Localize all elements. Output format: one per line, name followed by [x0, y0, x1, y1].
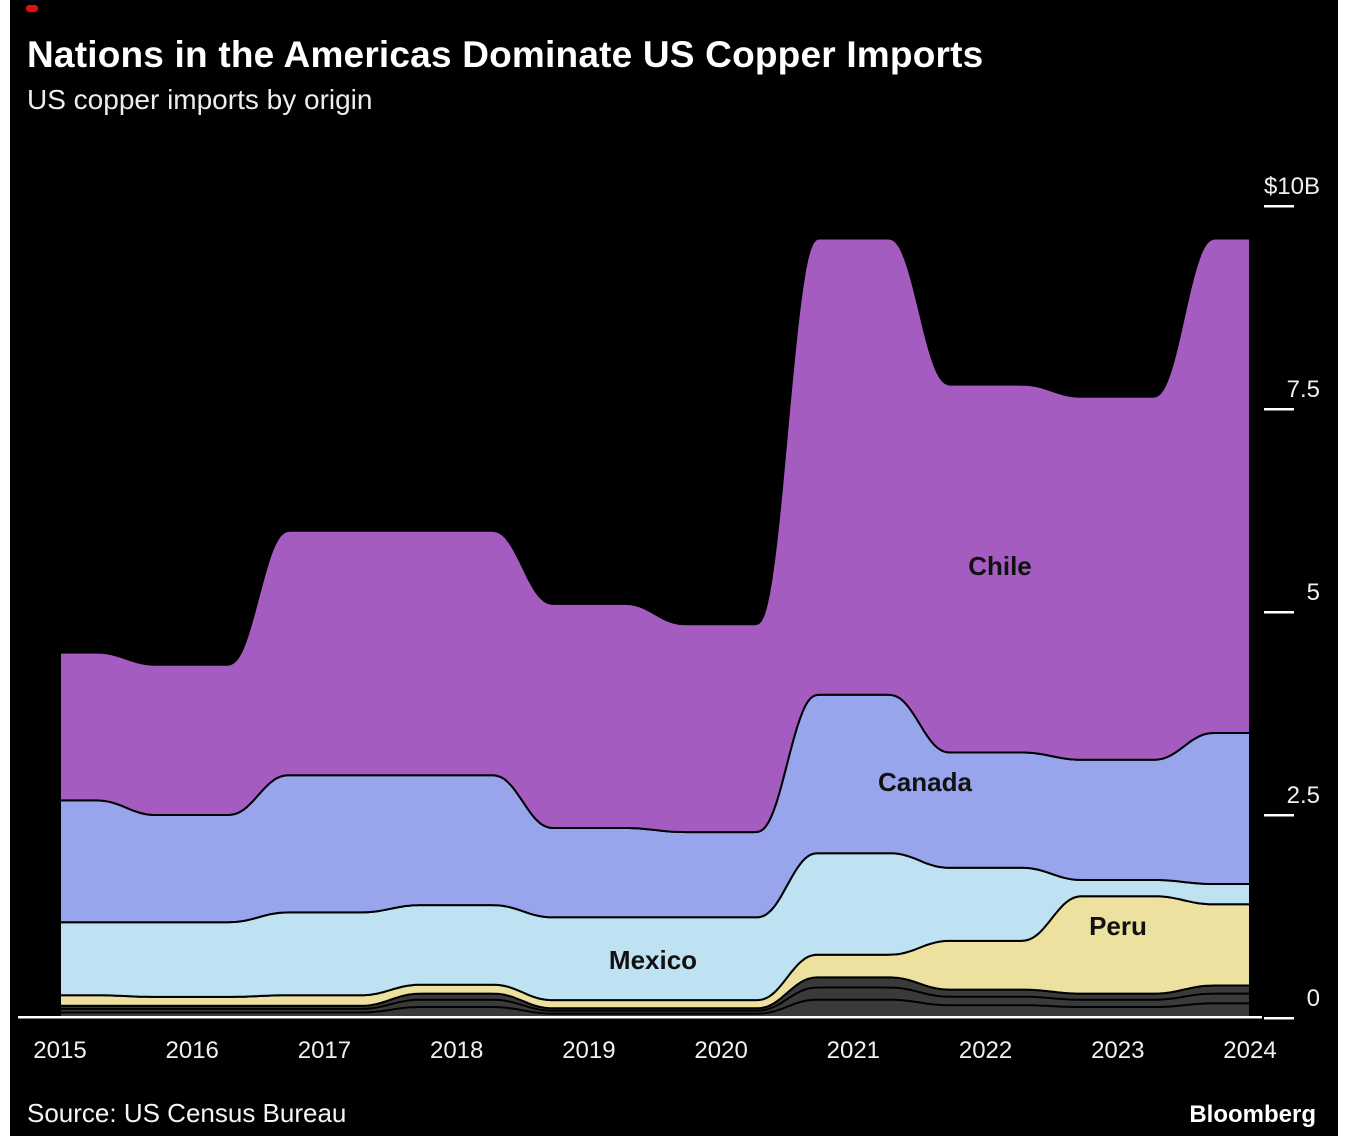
y-tick-mark: [1264, 408, 1294, 411]
y-tick-label: 5: [1307, 579, 1320, 606]
y-tick-label: 7.5: [1287, 376, 1320, 403]
y-tick-label: $10B: [1264, 173, 1320, 200]
source-note: Source: US Census Bureau: [27, 1098, 347, 1128]
x-tick-label: 2016: [166, 1037, 219, 1064]
y-tick-label: 0: [1307, 985, 1320, 1012]
x-tick-label: 2023: [1091, 1037, 1144, 1064]
y-tick-mark: [1264, 205, 1294, 208]
y-tick-mark: [1264, 814, 1294, 817]
x-tick-label: 2015: [33, 1037, 86, 1064]
other-texture-line: [60, 986, 1250, 1012]
area-label-peru: Peru: [1089, 911, 1147, 941]
bloomberg-logo: Bloomberg: [1189, 1101, 1316, 1128]
other-texture-line: [60, 998, 1250, 1015]
x-tick-label: 2017: [298, 1037, 351, 1064]
area-label-mexico: Mexico: [609, 945, 697, 975]
chart-subtitle: US copper imports by origin: [27, 84, 373, 115]
red-marker: [26, 5, 38, 12]
area-label-canada: Canada: [878, 767, 972, 797]
x-axis-line: [18, 1016, 1262, 1019]
x-tick-label: 2018: [430, 1037, 483, 1064]
x-tick-label: 2019: [562, 1037, 615, 1064]
x-tick-label: 2021: [827, 1037, 880, 1064]
x-tick-label: 2020: [694, 1037, 747, 1064]
stacked-area-chart: 0 2.5 5 7.5 $10B 2015 2016 2017 2018 2019 2020 2021…: [18, 173, 1320, 1064]
chart-title: Nations in the Americas Dominate US Copp…: [27, 34, 984, 75]
chart-panel: Nations in the Americas Dominate US Copp…: [10, 0, 1338, 1136]
x-tick-label: 2022: [959, 1037, 1012, 1064]
y-tick-mark: [1264, 611, 1294, 614]
y-tick-label: 2.5: [1287, 782, 1320, 809]
y-tick-mark: [1264, 1017, 1294, 1020]
area-chile: [59, 237, 1251, 834]
area-label-chile: Chile: [968, 551, 1032, 581]
x-tick-label: 2024: [1223, 1037, 1276, 1064]
